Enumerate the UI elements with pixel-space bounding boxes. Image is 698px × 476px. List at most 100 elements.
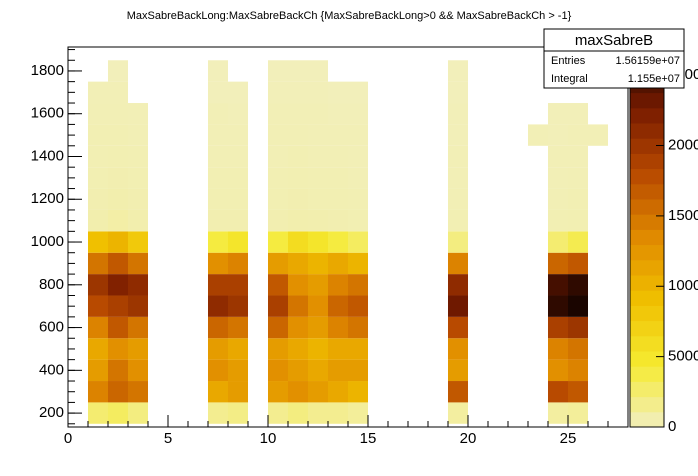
cell bbox=[108, 145, 128, 168]
cell bbox=[288, 167, 308, 189]
cell bbox=[88, 338, 108, 360]
cell bbox=[208, 60, 228, 82]
cell bbox=[228, 381, 248, 403]
cell bbox=[448, 60, 468, 82]
cell bbox=[448, 209, 468, 232]
cell bbox=[108, 188, 128, 210]
cell bbox=[268, 188, 288, 210]
palette-step bbox=[630, 381, 664, 398]
cell bbox=[568, 231, 588, 253]
palette-step bbox=[630, 199, 664, 215]
cell bbox=[228, 295, 248, 317]
x-tick-label: 0 bbox=[64, 430, 72, 447]
cell bbox=[588, 124, 608, 146]
cell bbox=[268, 295, 288, 317]
cell bbox=[128, 381, 148, 403]
cell bbox=[128, 124, 148, 146]
cell bbox=[568, 103, 588, 125]
palette-step bbox=[630, 259, 664, 276]
cell bbox=[268, 124, 288, 146]
cell bbox=[568, 338, 588, 360]
cell bbox=[568, 167, 588, 189]
cell bbox=[88, 252, 108, 275]
cell bbox=[348, 295, 368, 317]
cell bbox=[548, 338, 568, 360]
cell bbox=[448, 124, 468, 146]
cell bbox=[448, 295, 468, 317]
cell bbox=[288, 274, 308, 296]
cell bbox=[348, 209, 368, 232]
cell bbox=[108, 295, 128, 317]
cell bbox=[208, 381, 228, 403]
cell bbox=[308, 188, 328, 210]
cell bbox=[228, 274, 248, 296]
z-tick-label: 15000 bbox=[668, 207, 698, 224]
cell bbox=[548, 167, 568, 189]
y-tick-label: 1600 bbox=[31, 105, 64, 122]
palette-step bbox=[630, 123, 664, 139]
cell bbox=[228, 167, 248, 189]
cell bbox=[108, 231, 128, 253]
cell bbox=[288, 252, 308, 275]
cell bbox=[288, 231, 308, 253]
cell bbox=[128, 316, 148, 339]
cell bbox=[228, 252, 248, 275]
cell bbox=[448, 188, 468, 210]
cell bbox=[568, 316, 588, 339]
cell bbox=[88, 103, 108, 125]
cell bbox=[348, 124, 368, 146]
cell bbox=[268, 167, 288, 189]
cell bbox=[288, 402, 308, 424]
cell bbox=[208, 188, 228, 210]
cell bbox=[108, 274, 128, 296]
stats-value: 1.155e+07 bbox=[628, 73, 680, 85]
cell bbox=[348, 274, 368, 296]
x-tick-label: 25 bbox=[560, 430, 577, 447]
z-tick-label: 0 bbox=[668, 418, 676, 435]
cell bbox=[448, 252, 468, 275]
palette-step bbox=[630, 351, 664, 367]
cell bbox=[548, 188, 568, 210]
cell bbox=[208, 231, 228, 253]
cell bbox=[228, 359, 248, 382]
cell bbox=[208, 167, 228, 189]
cell bbox=[128, 252, 148, 275]
cell bbox=[208, 252, 228, 275]
cell bbox=[328, 145, 348, 168]
cell bbox=[288, 60, 308, 82]
palette-step bbox=[630, 396, 664, 413]
cell bbox=[308, 252, 328, 275]
y-tick-label: 1200 bbox=[31, 190, 64, 207]
cell bbox=[288, 381, 308, 403]
cell bbox=[128, 167, 148, 189]
cell bbox=[208, 402, 228, 424]
cell bbox=[308, 167, 328, 189]
y-tick-label: 600 bbox=[39, 319, 64, 336]
cell bbox=[528, 124, 548, 146]
cell bbox=[548, 252, 568, 275]
cell bbox=[448, 145, 468, 168]
cell bbox=[108, 124, 128, 146]
cell bbox=[548, 316, 568, 339]
cell bbox=[288, 359, 308, 382]
cell bbox=[128, 145, 148, 168]
cell bbox=[448, 103, 468, 125]
cell bbox=[308, 145, 328, 168]
stats-title: maxSabreB bbox=[575, 32, 653, 49]
cell bbox=[88, 316, 108, 339]
palette-step bbox=[630, 366, 664, 382]
palette-step bbox=[630, 153, 664, 170]
cell bbox=[448, 274, 468, 296]
cell bbox=[308, 103, 328, 125]
cell bbox=[448, 231, 468, 253]
cell bbox=[328, 209, 348, 232]
cell bbox=[448, 316, 468, 339]
palette-step bbox=[630, 320, 664, 337]
cell bbox=[568, 145, 588, 168]
z-tick-label: 5000 bbox=[668, 348, 698, 365]
cell bbox=[348, 359, 368, 382]
cell bbox=[88, 167, 108, 189]
cell bbox=[548, 402, 568, 424]
stats-label: Integral bbox=[551, 73, 588, 85]
